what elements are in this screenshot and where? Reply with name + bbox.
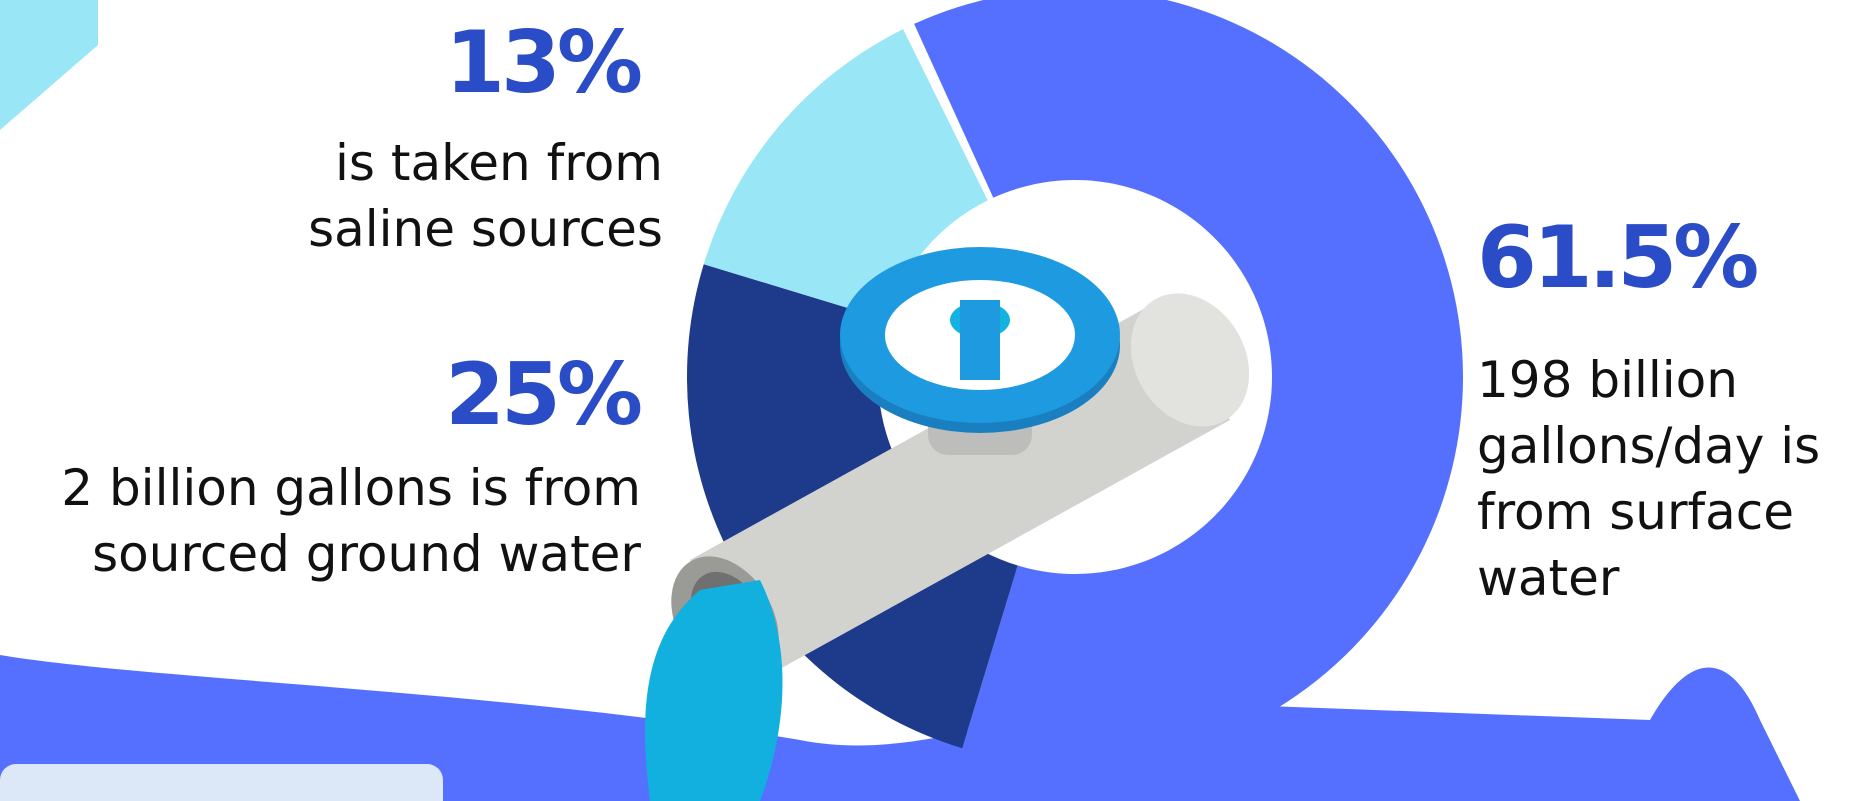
donut-segment (703, 29, 988, 320)
pct-label: 13% (445, 13, 643, 113)
decor-water (0, 655, 1800, 801)
pct-label: 25% (445, 345, 643, 445)
description: 198 billion gallons/day is from surface … (1477, 351, 1821, 607)
description: is taken from saline sources (308, 134, 663, 258)
donut-segment (914, 0, 1463, 765)
pipe-illustration (645, 247, 1250, 801)
decor-box (0, 764, 443, 801)
pct-label: 61.5% (1477, 208, 1759, 308)
decor-diamond (0, 0, 98, 130)
description: 2 billion gallons is from sourced ground… (61, 459, 641, 583)
